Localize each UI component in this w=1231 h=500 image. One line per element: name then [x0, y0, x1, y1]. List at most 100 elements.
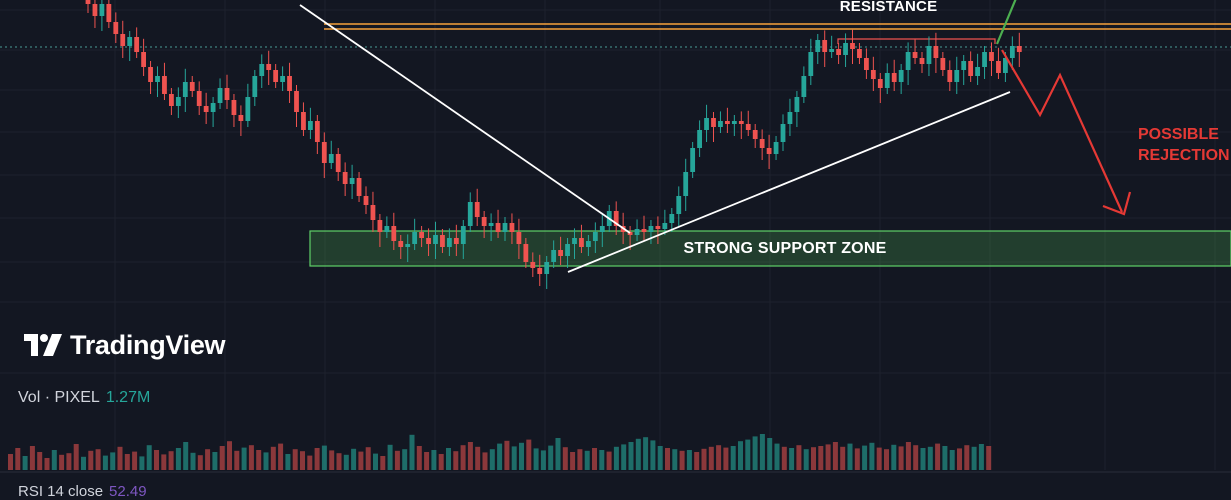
candlesticks	[85, 0, 1022, 289]
candle-body	[308, 121, 313, 130]
volume-bar	[431, 450, 437, 470]
volume-bar	[146, 445, 152, 470]
candle-body	[314, 121, 320, 142]
candle-body	[440, 235, 445, 247]
volume-bar	[37, 452, 43, 470]
volume-bar	[307, 455, 313, 470]
volume-bar	[949, 450, 955, 470]
candle-body	[655, 226, 661, 229]
candle-body	[460, 226, 466, 244]
candle-body	[808, 52, 814, 76]
candle-body	[697, 130, 702, 148]
candle-body	[113, 22, 119, 34]
brand-name: TradingView	[70, 329, 226, 360]
candle-body	[363, 196, 369, 205]
volume-bar	[154, 450, 159, 470]
candle-body	[210, 103, 216, 112]
candle-body	[516, 232, 522, 244]
volume-bar	[964, 445, 970, 470]
volume-bar	[139, 456, 145, 470]
volume-bar	[117, 446, 123, 470]
candle-body	[134, 37, 140, 52]
candle-body	[822, 40, 828, 52]
candle-body	[933, 46, 939, 58]
volume-bar	[110, 452, 116, 470]
candle-body	[961, 61, 967, 70]
volume-bar	[394, 450, 400, 470]
volume-bar	[905, 442, 911, 470]
volume-bar	[694, 452, 700, 470]
volume-bar	[774, 443, 780, 470]
candle-body	[669, 214, 675, 223]
candle-body	[926, 46, 932, 64]
candle-body	[99, 4, 105, 16]
candle-body	[252, 76, 258, 97]
candle-body	[287, 76, 292, 91]
volume-bar	[599, 450, 605, 470]
candle-body	[162, 76, 167, 94]
candle-body	[356, 178, 362, 196]
volume-bar	[635, 438, 641, 470]
volume-bar	[818, 446, 824, 470]
volume-bar	[292, 449, 298, 470]
volume-bar	[175, 448, 181, 470]
candle-body	[127, 37, 133, 46]
candle-body	[877, 79, 883, 88]
volume-bar	[927, 446, 933, 470]
candle-body	[787, 112, 793, 124]
volume-bar	[884, 449, 889, 470]
candle-body	[1009, 46, 1015, 58]
volume-bar	[212, 452, 218, 470]
volume-bar	[957, 448, 962, 470]
volume-bar	[759, 434, 765, 470]
volume-bar	[453, 451, 459, 470]
candle-body	[884, 73, 890, 88]
candle-body	[912, 52, 918, 58]
rejection-arrowhead	[1102, 191, 1132, 216]
candle-body	[321, 142, 327, 163]
volume-bar	[876, 447, 882, 470]
candle-body	[558, 250, 563, 256]
candle-body	[773, 142, 779, 154]
candle-body	[794, 97, 800, 112]
candle-body	[412, 232, 418, 244]
candle-body	[759, 139, 765, 148]
volume-legend[interactable]: Vol · PIXEL 1.27M	[18, 389, 150, 407]
candle-body	[155, 76, 160, 82]
candle-body	[203, 106, 209, 112]
volume-bar	[628, 442, 634, 470]
candle-body	[1016, 46, 1022, 52]
volume-bar	[81, 456, 86, 470]
candle-body	[370, 205, 376, 220]
volume-bar	[44, 458, 50, 470]
volume-bar	[66, 453, 72, 470]
volume-bar	[752, 436, 758, 470]
volume-bar	[986, 446, 992, 470]
candle-body	[738, 121, 744, 124]
candle-body	[627, 232, 633, 235]
volume-bar	[59, 454, 65, 470]
volume-bar	[329, 450, 335, 470]
candle-body	[940, 58, 946, 70]
candle-body	[870, 70, 876, 79]
candle-body	[731, 121, 737, 124]
candle-body	[592, 232, 598, 241]
candle-body	[752, 130, 758, 139]
candle-body	[947, 70, 953, 82]
volume-bar	[738, 441, 743, 470]
volume-bar	[387, 444, 393, 470]
volume-bar	[15, 448, 21, 470]
volume-bar	[657, 446, 663, 470]
candle-body	[968, 61, 974, 76]
volume-bar	[621, 444, 627, 470]
candle-body	[613, 211, 619, 226]
candle-body	[196, 91, 202, 106]
candle-body	[245, 97, 251, 121]
candle-body	[599, 226, 605, 232]
volume-bar	[708, 446, 714, 470]
candle-body	[426, 238, 431, 244]
possible-rejection-line-2: REJECTION	[1138, 147, 1230, 164]
volume-bar	[592, 448, 597, 470]
resistance-label: RESISTANCE	[839, 0, 938, 15]
